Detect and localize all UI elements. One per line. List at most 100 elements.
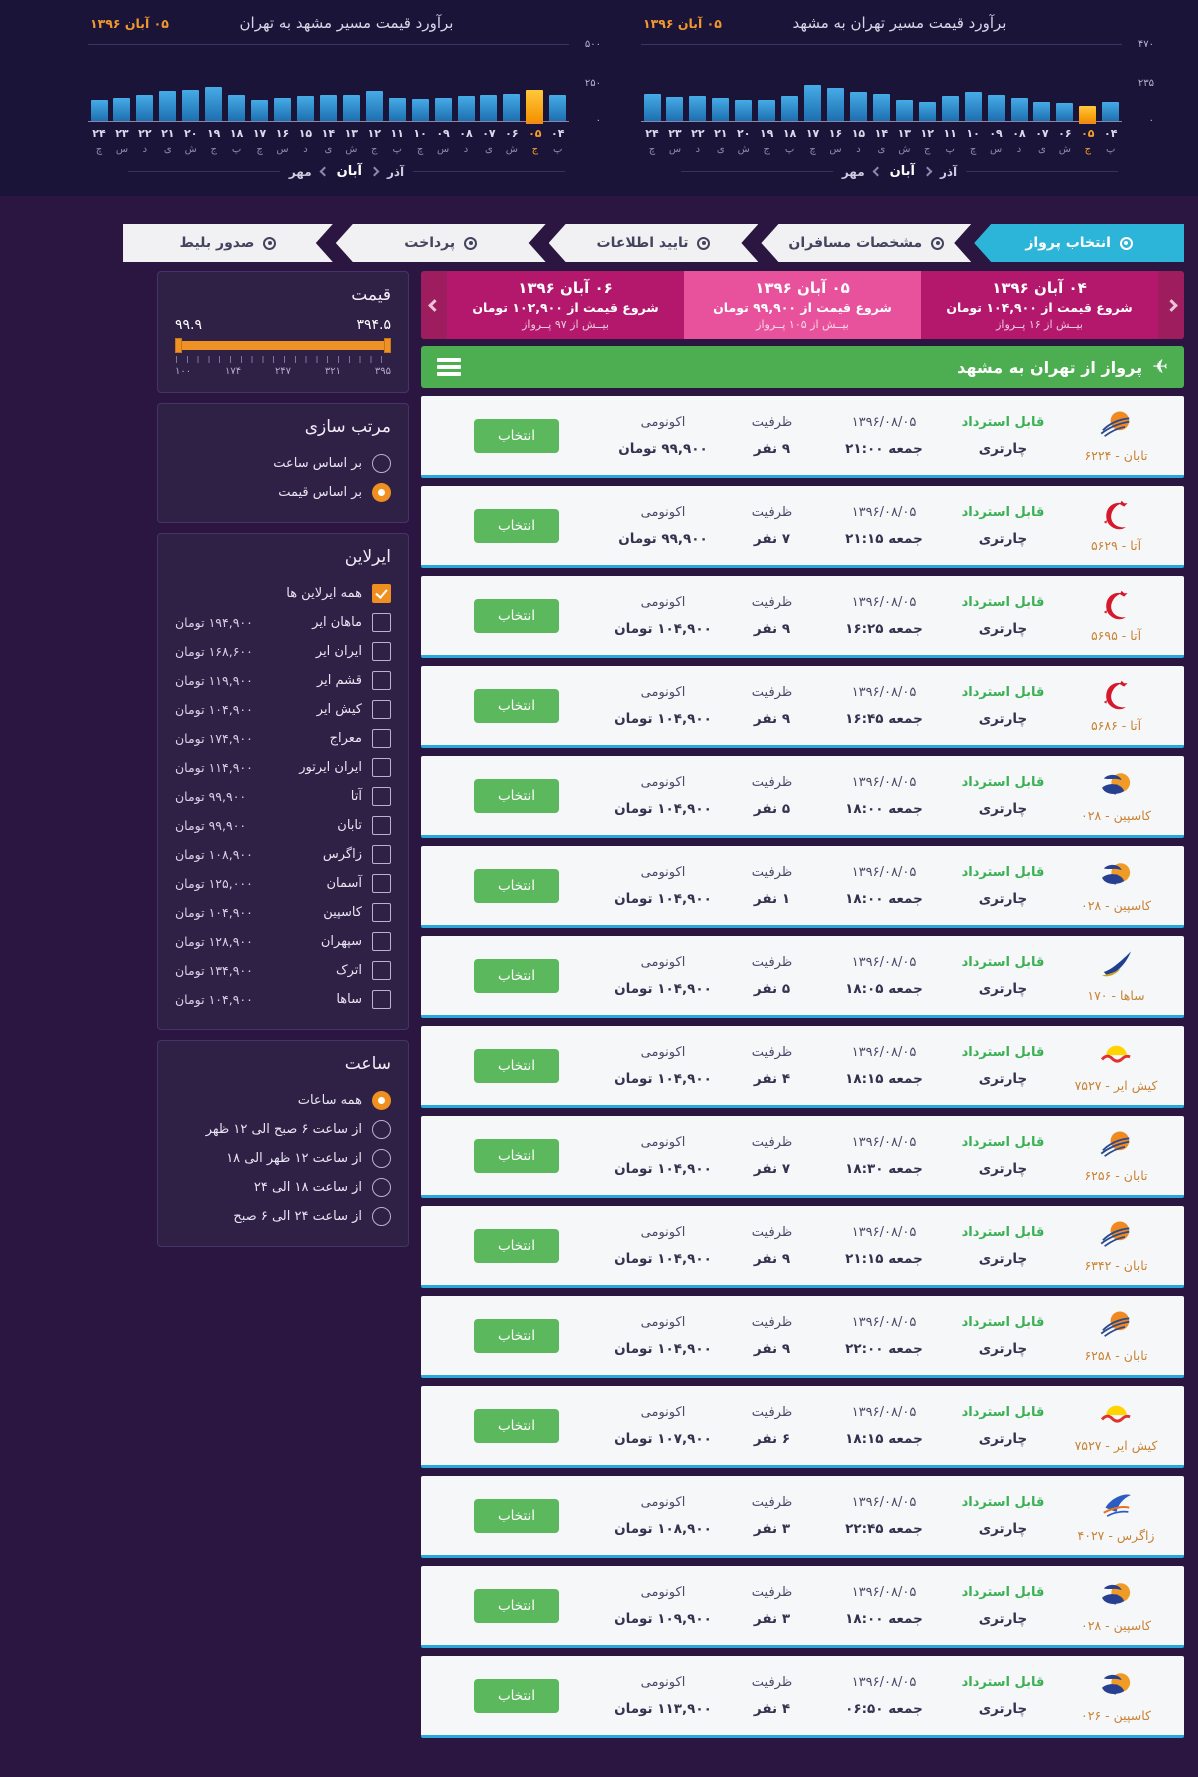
hours-option[interactable]: از ساعت ۱۲ ظهر الی ۱۸	[175, 1144, 391, 1173]
chart-day-label[interactable]: ۱۱ پ	[390, 127, 404, 155]
chart-bar-selected[interactable]	[1077, 106, 1099, 121]
airline-filter-option[interactable]: معراج ۱۷۴,۹۰۰ تومان	[175, 724, 391, 753]
prev-month-label[interactable]: مهر	[288, 164, 312, 179]
chart-bar[interactable]	[455, 96, 477, 121]
select-flight-button[interactable]: انتخاب	[473, 688, 560, 723]
chart-day-label[interactable]: ۱۵ د	[298, 127, 313, 155]
chart-bar[interactable]	[432, 98, 454, 121]
checkbox-icon-checked[interactable]	[372, 584, 391, 603]
chart-bar[interactable]	[272, 98, 294, 121]
chart-bar[interactable]	[157, 91, 179, 121]
chart-bar[interactable]	[710, 98, 732, 121]
chart-bar[interactable]	[779, 96, 801, 121]
radio-icon-selected[interactable]	[372, 483, 391, 502]
chart-day-label[interactable]: ۲۳ س	[115, 127, 129, 155]
radio-icon[interactable]	[372, 1149, 391, 1168]
checkbox-icon[interactable]	[372, 671, 391, 690]
chart-bar[interactable]	[226, 95, 248, 121]
dates-next-strip[interactable]	[1158, 271, 1184, 339]
chart-day-label[interactable]: ۱۶ س	[828, 127, 843, 155]
chart-bar[interactable]	[340, 95, 362, 121]
chevron-right-icon[interactable]	[922, 166, 933, 177]
next-month-label[interactable]: آذر	[386, 164, 405, 179]
menu-icon[interactable]	[437, 355, 461, 380]
chart-bar[interactable]	[1100, 102, 1122, 121]
chart-day-label[interactable]: ۱۷ چ	[252, 127, 267, 155]
airline-filter-option[interactable]: زاگرس ۱۰۸,۹۰۰ تومان	[175, 840, 391, 869]
chart-bar[interactable]	[317, 95, 339, 121]
airline-filter-option[interactable]: ساها ۱۰۴,۹۰۰ تومان	[175, 985, 391, 1014]
next-month-label[interactable]: آذر	[939, 164, 958, 179]
chart-bar[interactable]	[547, 95, 569, 121]
chart-bar[interactable]	[294, 96, 316, 121]
chart-day-label[interactable]: ۱۶ س	[275, 127, 290, 155]
hours-option[interactable]: همه ساعات	[175, 1086, 391, 1115]
chart-bar[interactable]	[893, 100, 915, 121]
checkbox-icon[interactable]	[372, 729, 391, 748]
radio-icon[interactable]	[372, 1120, 391, 1139]
chart-day-label[interactable]: ۱۷ چ	[805, 127, 820, 155]
checkbox-icon[interactable]	[372, 990, 391, 1009]
select-flight-button[interactable]: انتخاب	[473, 418, 560, 453]
checkbox-icon[interactable]	[372, 758, 391, 777]
chart-day-label[interactable]: ۲۰ ش	[737, 127, 751, 155]
checkbox-icon[interactable]	[372, 961, 391, 980]
select-flight-button[interactable]: انتخاب	[473, 508, 560, 543]
airline-all-option[interactable]: همه ایرلاین ها	[175, 579, 391, 608]
airline-filter-option[interactable]: آسمان ۱۲۵,۰۰۰ تومان	[175, 869, 391, 898]
chart-bar[interactable]	[111, 98, 133, 121]
select-flight-button[interactable]: انتخاب	[473, 868, 560, 903]
chart-bar[interactable]	[733, 100, 755, 121]
chart-day-label[interactable]: ۰۹ س	[436, 127, 450, 155]
chart-bar[interactable]	[664, 97, 686, 121]
chart-bar[interactable]	[386, 98, 408, 121]
chart-bar[interactable]	[1008, 98, 1030, 121]
chart-bar-selected[interactable]	[524, 90, 546, 121]
chart-bar[interactable]	[687, 96, 709, 121]
checkbox-icon[interactable]	[372, 613, 391, 632]
chart-day-label[interactable]: ۱۰ چ	[413, 127, 427, 155]
chart-day-label[interactable]: ۱۰ چ	[966, 127, 980, 155]
chart-day-label[interactable]: ۲۱ ی	[161, 127, 175, 155]
airline-filter-option[interactable]: سپهران ۱۲۸,۹۰۰ تومان	[175, 927, 391, 956]
chart-day-label[interactable]: ۰۷ ی	[482, 127, 496, 155]
chart-bar[interactable]	[870, 94, 892, 121]
hours-option[interactable]: از ساعت ۱۸ الی ۲۴	[175, 1173, 391, 1202]
select-flight-button[interactable]: انتخاب	[473, 1498, 560, 1533]
chart-day-label[interactable]: ۰۵ ج	[528, 127, 542, 155]
select-flight-button[interactable]: انتخاب	[473, 778, 560, 813]
chart-bar[interactable]	[641, 94, 663, 121]
select-flight-button[interactable]: انتخاب	[473, 598, 560, 633]
chart-day-label[interactable]: ۰۶ ش	[1058, 127, 1072, 155]
select-flight-button[interactable]: انتخاب	[473, 958, 560, 993]
chart-day-label[interactable]: ۰۶ ش	[505, 127, 519, 155]
checkbox-icon[interactable]	[372, 816, 391, 835]
chart-bar[interactable]	[1031, 102, 1053, 121]
sort-option[interactable]: بر اساس قیمت	[175, 478, 391, 507]
chart-bar[interactable]	[962, 92, 984, 121]
select-flight-button[interactable]: انتخاب	[473, 1588, 560, 1623]
hours-option[interactable]: از ساعت ۲۴ الی ۶ صبح	[175, 1202, 391, 1231]
sort-option[interactable]: بر اساس ساعت	[175, 449, 391, 478]
airline-filter-option[interactable]: ایران ایر ۱۶۸,۶۰۰ تومان	[175, 637, 391, 666]
chart-day-label[interactable]: ۱۴ ی	[874, 127, 889, 155]
chart-day-label[interactable]: ۲۱ ی	[714, 127, 728, 155]
airline-filter-option[interactable]: اترک ۱۳۴,۹۰۰ تومان	[175, 956, 391, 985]
chart-day-label[interactable]: ۲۳ س	[668, 127, 682, 155]
checkbox-icon[interactable]	[372, 787, 391, 806]
chart-day-label[interactable]: ۲۲ د	[138, 127, 152, 155]
slider-min-handle[interactable]	[175, 338, 182, 353]
stepper-step-4[interactable]: پرداخت	[336, 224, 546, 262]
date-tab-2-selected[interactable]: ۰۵ آبان ۱۳۹۶ شروع قیمت از ۹۹,۹۰۰ تومان ب…	[684, 271, 921, 339]
chart-bar[interactable]	[756, 100, 778, 121]
checkbox-icon[interactable]	[372, 700, 391, 719]
select-flight-button[interactable]: انتخاب	[473, 1318, 560, 1353]
stepper-step-1[interactable]: انتخاب پرواز	[974, 224, 1184, 262]
slider-max-handle[interactable]	[384, 338, 391, 353]
checkbox-icon[interactable]	[372, 903, 391, 922]
chart-day-label[interactable]: ۱۲ ج	[920, 127, 934, 155]
chart-day-label[interactable]: ۰۴ پ	[1104, 127, 1118, 155]
chart-day-label[interactable]: ۱۳ ش	[897, 127, 912, 155]
airline-filter-option[interactable]: آتا ۹۹,۹۰۰ تومان	[175, 782, 391, 811]
date-tab-1[interactable]: ۰۴ آبان ۱۳۹۶ شروع قیمت از ۱۰۴,۹۰۰ تومان …	[921, 271, 1158, 339]
